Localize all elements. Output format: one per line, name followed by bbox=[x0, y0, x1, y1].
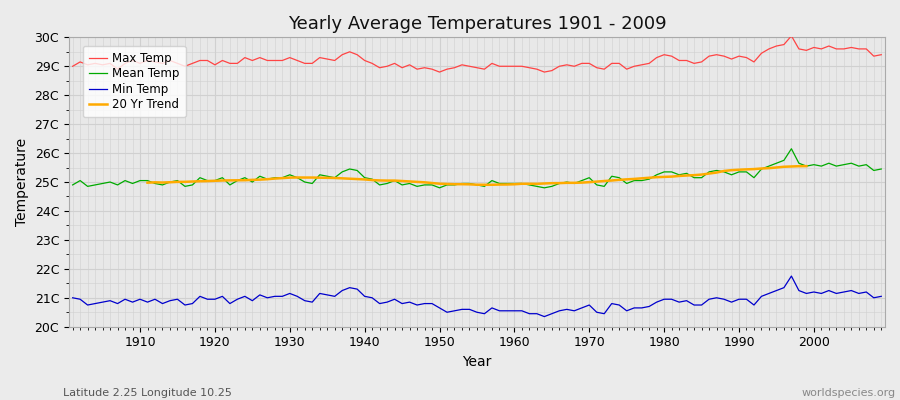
Mean Temp bbox=[509, 181, 520, 186]
Line: Max Temp: Max Temp bbox=[73, 36, 881, 72]
Max Temp bbox=[509, 64, 520, 69]
Mean Temp bbox=[337, 170, 347, 174]
Y-axis label: Temperature: Temperature bbox=[15, 138, 29, 226]
Min Temp bbox=[786, 274, 796, 278]
20 Yr Trend bbox=[801, 164, 812, 168]
20 Yr Trend bbox=[277, 176, 288, 180]
Text: Latitude 2.25 Longitude 10.25: Latitude 2.25 Longitude 10.25 bbox=[63, 388, 232, 398]
Min Temp bbox=[607, 301, 617, 306]
20 Yr Trend bbox=[397, 179, 408, 184]
Mean Temp bbox=[517, 181, 527, 186]
Max Temp bbox=[607, 61, 617, 66]
Max Temp bbox=[68, 64, 78, 69]
Max Temp bbox=[292, 58, 302, 63]
Line: Mean Temp: Mean Temp bbox=[73, 149, 881, 188]
X-axis label: Year: Year bbox=[463, 355, 491, 369]
Max Temp bbox=[127, 58, 138, 63]
Max Temp bbox=[434, 70, 445, 74]
Max Temp bbox=[786, 34, 796, 38]
Min Temp bbox=[292, 294, 302, 299]
Min Temp bbox=[127, 300, 138, 304]
Min Temp bbox=[509, 308, 520, 313]
Line: Min Temp: Min Temp bbox=[73, 276, 881, 316]
Min Temp bbox=[539, 314, 550, 319]
Mean Temp bbox=[68, 182, 78, 187]
Min Temp bbox=[68, 295, 78, 300]
20 Yr Trend bbox=[479, 182, 490, 187]
Max Temp bbox=[876, 52, 886, 57]
Mean Temp bbox=[607, 174, 617, 179]
20 Yr Trend bbox=[224, 178, 235, 183]
Mean Temp bbox=[786, 146, 796, 151]
Legend: Max Temp, Mean Temp, Min Temp, 20 Yr Trend: Max Temp, Mean Temp, Min Temp, 20 Yr Tre… bbox=[83, 46, 185, 117]
Mean Temp bbox=[127, 181, 138, 186]
Mean Temp bbox=[434, 186, 445, 190]
Min Temp bbox=[337, 288, 347, 293]
Line: 20 Yr Trend: 20 Yr Trend bbox=[148, 166, 806, 185]
Max Temp bbox=[517, 64, 527, 69]
Min Temp bbox=[501, 308, 512, 313]
Mean Temp bbox=[876, 167, 886, 172]
Mean Temp bbox=[292, 175, 302, 180]
Text: worldspecies.org: worldspecies.org bbox=[801, 388, 896, 398]
20 Yr Trend bbox=[210, 178, 220, 183]
20 Yr Trend bbox=[487, 182, 498, 187]
Title: Yearly Average Temperatures 1901 - 2009: Yearly Average Temperatures 1901 - 2009 bbox=[288, 15, 666, 33]
20 Yr Trend bbox=[142, 180, 153, 185]
Min Temp bbox=[876, 294, 886, 299]
Max Temp bbox=[337, 52, 347, 57]
20 Yr Trend bbox=[734, 167, 744, 172]
